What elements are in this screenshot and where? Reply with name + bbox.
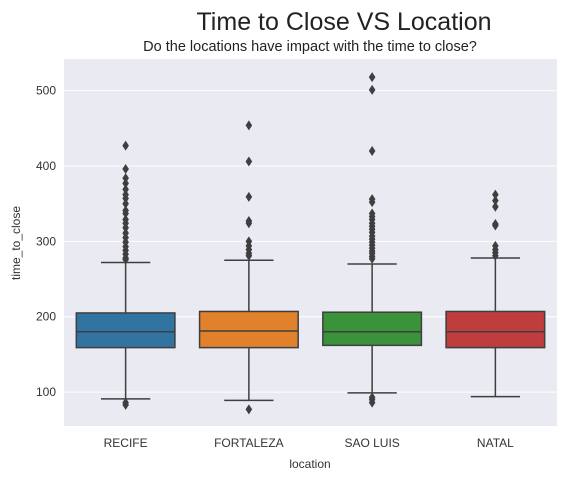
outlier-point — [245, 120, 253, 131]
y-tick-label: 400 — [36, 159, 56, 173]
outlier-point — [122, 184, 129, 195]
outlier-point — [122, 198, 129, 209]
y-tick-label: 300 — [36, 234, 56, 248]
x-axis: RECIFE FORTALEZA SAO LUIS NATAL — [104, 436, 515, 450]
outlier-point — [122, 222, 129, 233]
iqr-box — [198, 310, 299, 349]
outlier-point — [122, 164, 129, 175]
outlier-point — [492, 189, 499, 200]
x-axis-label: location — [289, 457, 330, 471]
chart-title: Time to Close VS Location — [196, 8, 491, 36]
outlier-point — [122, 399, 129, 410]
outlier-point — [245, 404, 253, 415]
outlier-point — [492, 220, 499, 231]
y-tick-label: 100 — [36, 385, 56, 399]
outlier-point — [122, 173, 129, 184]
iqr-box — [75, 312, 176, 349]
iqr-box — [322, 311, 423, 347]
outlier-point — [245, 250, 253, 261]
box-fortaleza — [198, 120, 299, 415]
x-tick-label: SAO LUIS — [344, 436, 399, 450]
y-tick-label: 200 — [36, 310, 56, 324]
outlier-point — [122, 193, 129, 204]
outlier-point — [368, 72, 376, 83]
outlier-point — [368, 197, 376, 208]
x-tick-label: FORTALEZA — [214, 436, 284, 450]
outlier-point — [122, 208, 129, 219]
x-tick-label: RECIFE — [104, 436, 148, 450]
outlier-point — [245, 218, 253, 229]
outlier-point — [122, 178, 129, 189]
outlier-point — [368, 84, 376, 95]
chart-subtitle: Do the locations have impact with the ti… — [143, 39, 477, 55]
outlier-point — [492, 195, 499, 206]
plot-area — [64, 59, 557, 426]
iqr-box — [445, 310, 546, 349]
y-axis: 100 200 300 400 500 — [36, 84, 56, 399]
boxes-layer — [75, 72, 546, 415]
outlier-point — [492, 250, 499, 261]
outlier-point — [368, 145, 376, 156]
outlier-point — [368, 397, 376, 408]
outlier-point — [122, 254, 129, 265]
y-axis-label: time_to_close — [9, 206, 23, 280]
outlier-point — [122, 140, 129, 151]
box-sao-luis — [322, 72, 423, 408]
box-recife — [75, 140, 176, 410]
outlier-point — [245, 191, 253, 202]
outlier-point — [492, 201, 499, 212]
y-tick-label: 500 — [36, 84, 56, 98]
outlier-point — [245, 156, 253, 167]
outlier-point — [368, 253, 376, 264]
x-tick-label: NATAL — [477, 436, 514, 450]
box-natal — [445, 189, 546, 398]
